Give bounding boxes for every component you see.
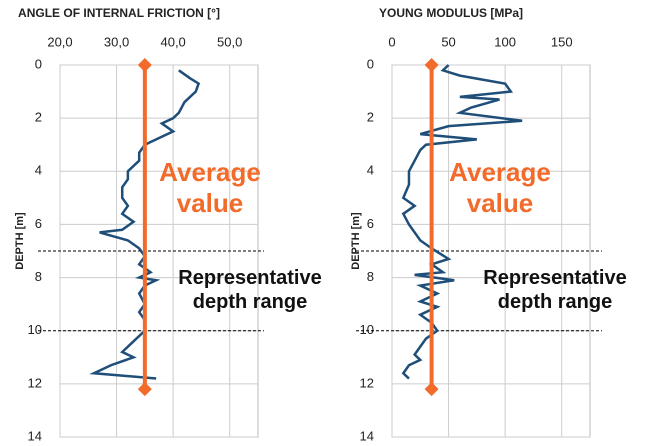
x-tick-label: 30,0 [104, 34, 129, 49]
y-tick-label: 10 [360, 322, 374, 337]
y-tick-label: 4 [35, 163, 42, 178]
annotation: Representative depth range [178, 267, 322, 313]
x-tick-label: 50 [441, 34, 455, 49]
profile-line [401, 64, 523, 380]
average-endpoint [424, 382, 439, 397]
x-tick-label: 150 [551, 34, 573, 49]
annotation: Average value [159, 157, 261, 219]
average-endpoint [137, 58, 152, 72]
x-tick-label: 40,0 [160, 34, 185, 49]
y-axis-label: DEPTH [m] [350, 212, 362, 270]
x-tick-label: 100 [494, 34, 516, 49]
x-tick-label: 20,0 [47, 34, 72, 49]
y-tick-label: 4 [367, 163, 374, 178]
x-tick-label: 50,0 [217, 34, 242, 49]
average-endpoint [137, 382, 152, 397]
chart-title: YOUNG MODULUS [MPa] [379, 6, 523, 20]
y-tick-label: 12 [360, 375, 374, 390]
y-tick-label: 0 [367, 56, 374, 71]
y-tick-label: 8 [367, 269, 374, 284]
y-tick-label: 14 [28, 428, 42, 443]
y-tick-label: 0 [35, 56, 42, 71]
average-endpoint [424, 58, 439, 72]
y-tick-label: 8 [35, 269, 42, 284]
y-tick-label: 10 [28, 322, 42, 337]
annotation: Representative depth range [483, 267, 627, 313]
y-tick-label: 6 [35, 216, 42, 231]
x-tick-label: 0 [388, 34, 395, 49]
y-tick-label: 12 [28, 375, 42, 390]
annotation: Average value [449, 157, 551, 219]
y-axis-label: DEPTH [m] [14, 212, 26, 270]
y-tick-label: 2 [367, 110, 374, 125]
y-tick-label: 14 [360, 428, 374, 443]
chart-title: ANGLE OF INTERNAL FRICTION [°] [18, 6, 220, 20]
y-tick-label: 6 [367, 216, 374, 231]
y-tick-label: 2 [35, 110, 42, 125]
